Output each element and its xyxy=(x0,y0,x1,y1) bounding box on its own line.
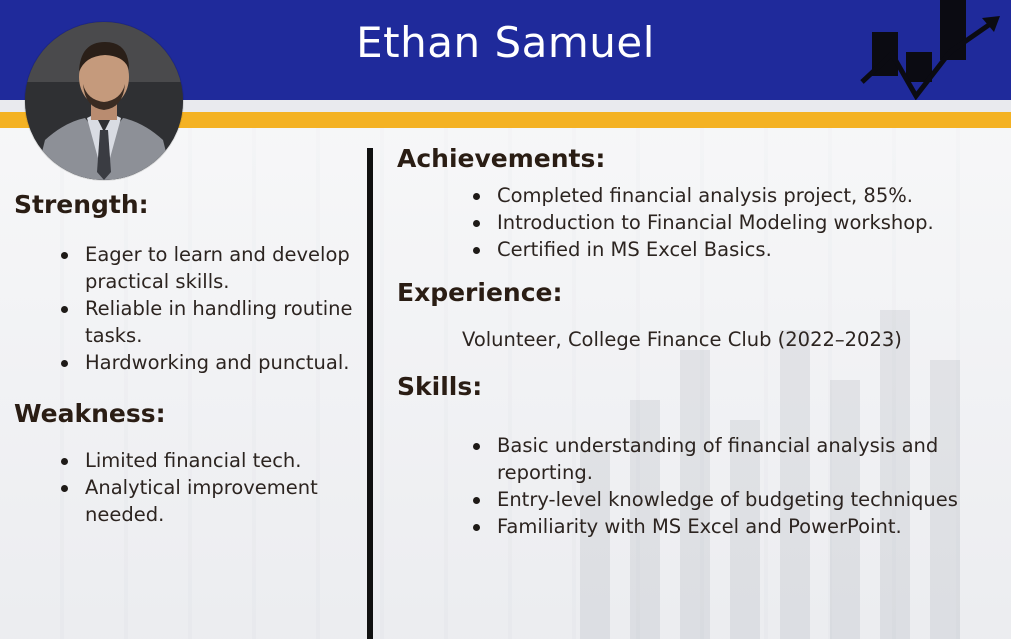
strength-list: Eager to learn and develop practical ski… xyxy=(57,241,357,376)
list-item: Reliable in handling routine tasks. xyxy=(57,295,357,349)
weakness-list: Limited financial tech. Analytical impro… xyxy=(57,447,337,528)
background-bars-graphic xyxy=(580,310,960,639)
bar-chart-growth-arrow-icon xyxy=(860,0,1000,100)
list-item: Hardworking and punctual. xyxy=(57,349,357,376)
list-item: Entry-level knowledge of budgeting techn… xyxy=(469,486,969,513)
experience-text: Volunteer, College Finance Club (2022–20… xyxy=(462,328,902,351)
list-item: Limited financial tech. xyxy=(57,447,337,474)
list-item: Certified in MS Excel Basics. xyxy=(469,236,989,263)
list-item: Completed financial analysis project, 85… xyxy=(469,182,989,209)
list-item: Familiarity with MS Excel and PowerPoint… xyxy=(469,513,969,540)
experience-heading: Experience: xyxy=(397,278,563,307)
list-item: Introduction to Financial Modeling works… xyxy=(469,209,989,236)
avatar-photo-icon xyxy=(25,22,183,180)
achievements-list: Completed financial analysis project, 85… xyxy=(469,182,989,263)
background-texture xyxy=(0,128,1011,639)
header-gap xyxy=(0,100,1011,112)
weakness-heading: Weakness: xyxy=(14,399,166,428)
achievements-heading: Achievements: xyxy=(397,144,606,173)
column-divider xyxy=(367,148,373,639)
list-item: Analytical improvement needed. xyxy=(57,474,337,528)
accent-strip xyxy=(0,112,1011,128)
strength-heading: Strength: xyxy=(14,190,149,219)
list-item: Eager to learn and develop practical ski… xyxy=(57,241,357,295)
avatar xyxy=(25,22,183,180)
skills-heading: Skills: xyxy=(397,372,483,401)
skills-list: Basic understanding of financial analysi… xyxy=(469,432,969,540)
list-item: Basic understanding of financial analysi… xyxy=(469,432,969,486)
candidate-name: Ethan Samuel xyxy=(356,18,655,67)
